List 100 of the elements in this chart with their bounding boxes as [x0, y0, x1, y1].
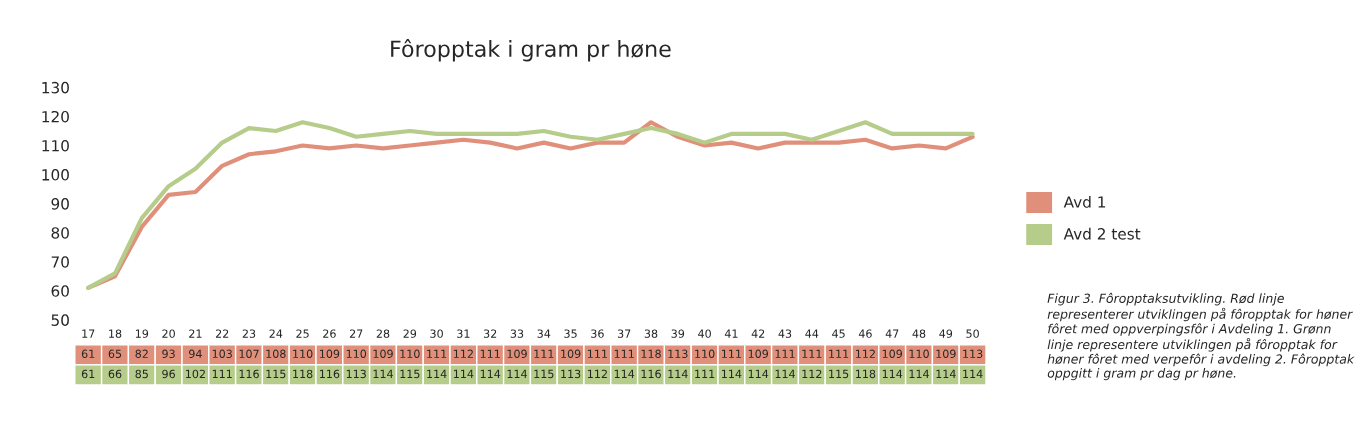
data-label: 96 [162, 369, 175, 379]
data-label: 85 [135, 369, 148, 379]
x-tick-label: 25 [296, 329, 309, 338]
x-tick-label: 40 [698, 329, 711, 338]
x-tick-label: 24 [269, 329, 283, 338]
data-label: 114 [454, 369, 474, 378]
data-label: 113 [346, 369, 366, 379]
data-label: 115 [534, 369, 554, 379]
data-label: 114 [909, 369, 929, 378]
data-label: 102 [186, 369, 205, 379]
data-label: 108 [266, 349, 286, 358]
data-label: 110 [400, 349, 420, 358]
x-tick-label: 46 [858, 329, 872, 338]
data-label: 114 [882, 369, 903, 378]
data-label: 109 [748, 349, 769, 358]
x-tick-label: 50 [966, 329, 979, 338]
data-label: 94 [189, 349, 202, 358]
data-label: 109 [936, 349, 956, 358]
x-tick-label: 44 [805, 329, 819, 338]
data-label: 109 [507, 349, 527, 358]
data-label: 110 [909, 349, 929, 358]
data-label: 118 [641, 349, 661, 358]
data-label: 66 [108, 369, 122, 379]
data-label: 115 [266, 369, 286, 379]
data-label: 114 [722, 369, 742, 378]
data-label: 115 [829, 369, 849, 379]
data-label: 114 [963, 369, 983, 378]
data-label: 110 [346, 349, 367, 358]
data-label: 109 [320, 349, 340, 358]
x-tick-label: 47 [885, 329, 899, 338]
y-tick-label: 100 [42, 169, 69, 181]
data-label: 118 [856, 369, 876, 379]
data-label: 116 [239, 369, 259, 379]
x-tick-label: 45 [832, 329, 845, 338]
data-label: 114 [507, 369, 527, 378]
x-tick-label: 34 [537, 329, 551, 338]
y-tick-label: 60 [51, 285, 69, 297]
data-label: 109 [561, 349, 581, 358]
legend-label: Avd 1 [1063, 195, 1106, 208]
data-label: 82 [135, 349, 148, 358]
data-label: 113 [668, 349, 688, 358]
y-tick-label: 50 [51, 314, 69, 326]
chart-title: Fôropptak i gram pr høne [391, 39, 671, 62]
x-tick-label: 37 [617, 329, 631, 338]
data-label: 114 [936, 369, 956, 378]
x-tick-label: 49 [939, 329, 953, 338]
data-label: 111 [588, 349, 607, 358]
data-label: 103 [212, 349, 232, 358]
y-tick-label: 120 [42, 110, 69, 123]
x-tick-label: 26 [323, 329, 336, 338]
x-tick-label: 39 [671, 329, 685, 338]
legend-label: Avd 2 test [1063, 227, 1141, 240]
x-tick-label: 29 [403, 329, 417, 338]
data-label: 112 [454, 349, 473, 358]
data-label: 112 [588, 369, 607, 378]
x-tick-label: 32 [483, 329, 497, 338]
x-tick-label: 35 [564, 329, 577, 338]
x-tick-label: 31 [457, 329, 470, 338]
data-label: 118 [293, 369, 313, 379]
data-label: 61 [81, 369, 95, 379]
x-tick-label: 17 [82, 329, 95, 338]
data-label: 111 [722, 349, 741, 358]
x-tick-label: 23 [242, 329, 256, 338]
x-tick-label: 27 [349, 329, 363, 338]
data-label: 109 [882, 349, 903, 358]
data-label: 112 [856, 349, 875, 358]
x-tick-label: 33 [510, 329, 524, 338]
y-tick-label: 70 [51, 256, 69, 268]
x-tick-label: 42 [751, 329, 765, 338]
text: Figur 3. Fôropptaksutvikling. Rød linje representerer utviklingen på fôropptak for høner fôret med oppverpingsfôr i Avdeling 1. Grønn linje representere utviklingen på fôropptak for høner fôret med verpefôr i avdeling 2. Fôropptak oppgitt i gram pr dag pr høne. [1047, 292, 1355, 381]
x-tick-label: 43 [778, 329, 792, 338]
data-label: 112 [802, 369, 822, 378]
x-tick-label: 28 [376, 329, 390, 338]
data-label: 65 [108, 349, 122, 358]
x-tick-label: 30 [430, 329, 443, 338]
data-label: 111 [480, 349, 500, 358]
y-tick-label: 130 [42, 81, 69, 94]
data-label: 93 [162, 349, 175, 358]
data-label: 115 [400, 369, 420, 379]
line-series [86, 120, 975, 291]
data-label: 111 [427, 349, 447, 358]
x-tick-label: 18 [109, 329, 122, 338]
x-tick-label: 20 [162, 329, 175, 338]
y-tick-label: 110 [42, 139, 69, 152]
data-label: 107 [239, 349, 259, 358]
x-tick-label: 41 [724, 329, 738, 338]
data-label: 114 [480, 369, 501, 378]
data-label: 111 [775, 349, 795, 358]
data-label: 116 [320, 369, 340, 379]
x-tick-label: 22 [215, 329, 229, 338]
data-label: 114 [427, 369, 447, 378]
data-label: 111 [829, 349, 849, 358]
data-label: 111 [534, 349, 554, 358]
y-tick-label: 90 [51, 198, 69, 210]
x-tick-label: 21 [189, 329, 202, 338]
data-label: 114 [668, 369, 688, 378]
data-label: 114 [748, 369, 769, 378]
data-label: 111 [695, 369, 715, 378]
x-tick-label: 38 [644, 329, 658, 338]
data-label: 61 [81, 349, 95, 358]
